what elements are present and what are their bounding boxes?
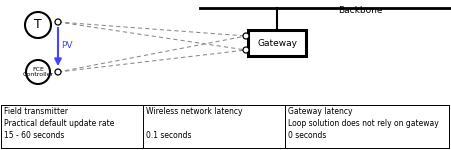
Text: Loop solution does not rely on gateway: Loop solution does not rely on gateway xyxy=(288,119,439,128)
Text: Wireless network latency: Wireless network latency xyxy=(146,107,243,116)
Text: Gateway latency: Gateway latency xyxy=(288,107,353,116)
Text: 0.1 seconds: 0.1 seconds xyxy=(146,131,192,140)
Text: FCE
Controller: FCE Controller xyxy=(23,67,54,77)
Text: Field transmitter: Field transmitter xyxy=(4,107,68,116)
Text: Practical default update rate: Practical default update rate xyxy=(4,119,115,128)
Text: Backbone: Backbone xyxy=(338,6,382,15)
Text: 0 seconds: 0 seconds xyxy=(288,131,327,140)
Text: 15 - 60 seconds: 15 - 60 seconds xyxy=(4,131,64,140)
Circle shape xyxy=(243,47,249,53)
Text: PV: PV xyxy=(61,40,73,50)
Circle shape xyxy=(55,19,61,25)
Circle shape xyxy=(25,12,51,38)
Circle shape xyxy=(243,33,249,39)
Text: Gateway: Gateway xyxy=(257,39,297,48)
Bar xyxy=(248,30,306,56)
Circle shape xyxy=(26,60,50,84)
Text: T: T xyxy=(34,18,42,32)
Circle shape xyxy=(55,69,61,75)
